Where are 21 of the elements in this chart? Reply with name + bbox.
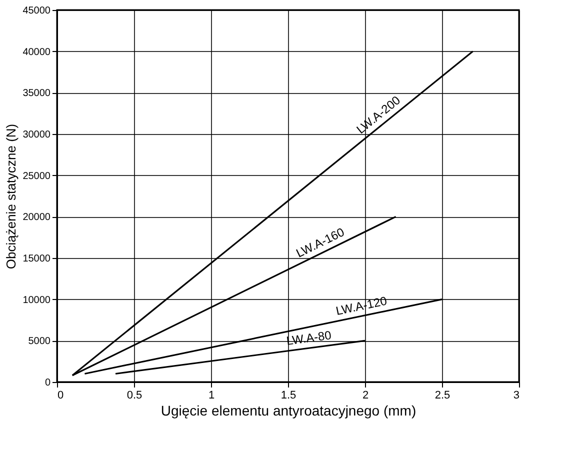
y-axis-title: Obciążenie statyczne (N)	[4, 124, 19, 270]
x-axis-title: Ugięcie elementu antyroatacyjnego (mm)	[160, 402, 416, 418]
x-tick-label: 2.5	[434, 390, 450, 402]
x-tick-label: 0.5	[126, 390, 142, 402]
y-tick-label: 35000	[22, 88, 51, 100]
y-tick-label: 0	[44, 378, 51, 388]
y-tick-label: 5000	[28, 336, 51, 348]
y-tick-label: 20000	[22, 212, 51, 224]
x-tick-label: 3	[513, 390, 520, 402]
x-tick-label: 0	[58, 390, 64, 402]
y-tick-label: 45000	[22, 6, 51, 16]
y-tick-label: 10000	[22, 294, 51, 306]
y-tick-label: 25000	[22, 170, 51, 182]
y-tick-label: 30000	[22, 130, 51, 140]
text: LW.A-120	[334, 294, 388, 318]
y-tick-label: 40000	[22, 46, 51, 58]
x-tick-label: 2	[362, 390, 369, 402]
y-tick-label: 15000	[22, 254, 51, 264]
x-tick-label: 1.5	[280, 390, 296, 402]
text: LW.A-80	[286, 328, 332, 348]
x-tick-label: 1	[208, 390, 215, 402]
